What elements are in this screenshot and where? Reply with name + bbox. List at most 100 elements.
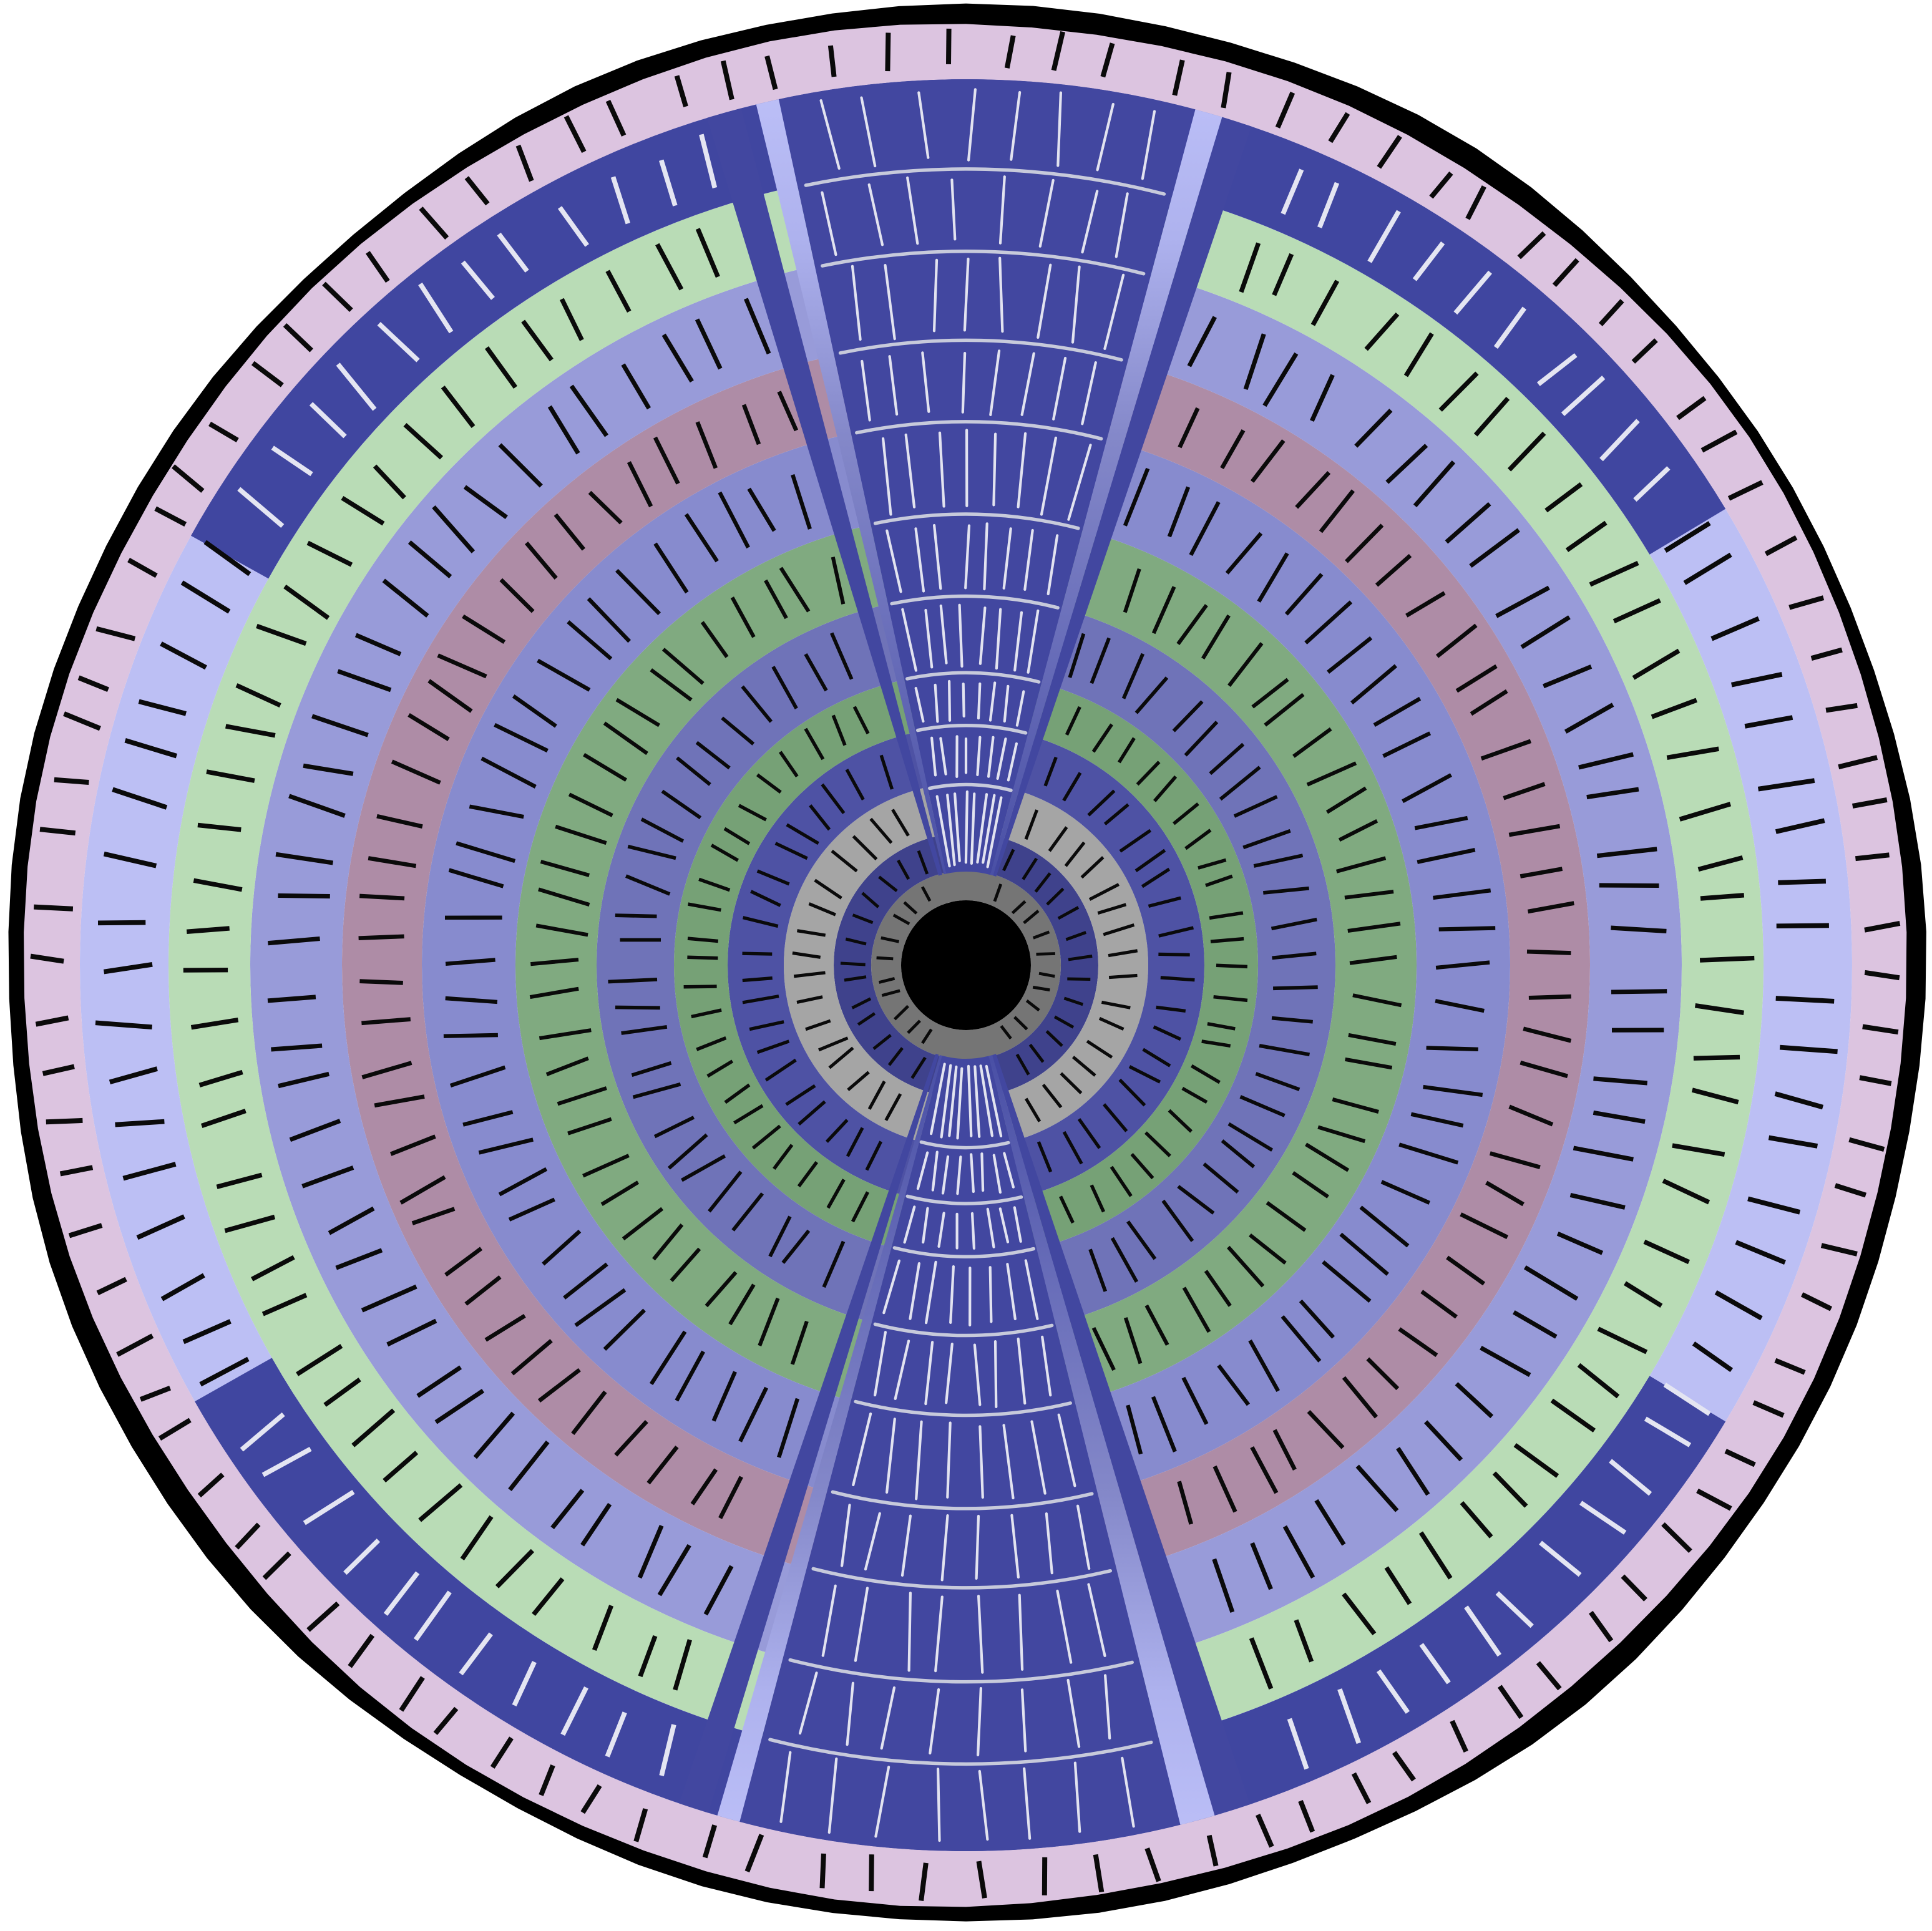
wedge-bottom-radial-line [915, 1420, 923, 1501]
ring-06-slate-blue-tick [768, 1215, 792, 1258]
ring-05-green-tick [1173, 802, 1199, 825]
ring-13-pink-tick [1855, 852, 1890, 862]
wedge-top-radial-line [1096, 102, 1115, 172]
wedge-top-radial-line [1015, 690, 1025, 727]
ring-07-green-tick [728, 1283, 756, 1326]
wedge-top-radial-line [1046, 534, 1059, 596]
ring-13-pink-tick [539, 1764, 555, 1796]
ring-10-light-periwinkle-tick [1593, 1076, 1647, 1086]
ring-11-light-green-tick [256, 623, 307, 646]
ring-07-green-tick [758, 1297, 780, 1347]
ring-02-navy-tick [1002, 849, 1015, 872]
ring-08-periwinkle-tick [1123, 467, 1150, 527]
wedge-bottom-radial-line [909, 1262, 921, 1320]
ring-04-blue-tick [756, 1039, 790, 1054]
wedge-bottom-radial-line [1087, 1583, 1106, 1657]
ring-04-blue-tick [1103, 1103, 1128, 1132]
ring-11-light-green-tick [1492, 1471, 1528, 1508]
ring-07-green-tick [1317, 1125, 1366, 1144]
wedge-top-radial-line [934, 683, 939, 723]
ring-03-light-gray-tick [1042, 1084, 1063, 1109]
ring-12-lavender-tick [109, 1066, 158, 1085]
ring-08-periwinkle-tick [1433, 888, 1491, 900]
ring-05-green-tick [1213, 995, 1248, 1003]
ring-11-light-green-tick [1577, 1363, 1620, 1399]
ring-03-light-gray-tick [1108, 949, 1138, 958]
ring-11-light-green-tick [441, 386, 476, 428]
wedge-top-radial-line [1115, 192, 1129, 258]
wedge-bottom-arc-divider [873, 1322, 1054, 1338]
ring-05-green-tick [688, 902, 721, 912]
ring-10-light-periwinkle-tick [1578, 752, 1634, 770]
ring-11-light-green-tick [1403, 332, 1434, 377]
ring-13-pink-tick [1661, 1522, 1692, 1554]
wedge-bottom-radial-line [779, 1751, 792, 1823]
ring-06-slate-blue-tick [625, 874, 671, 896]
ring-10-light-periwinkle-tick [1586, 787, 1639, 800]
ring-12-lavender-tick [418, 282, 454, 334]
ring-11-light-green-tick [460, 1515, 494, 1560]
ring-04-blue-tick [786, 823, 819, 845]
wedge-bottom-radial-line [970, 1153, 975, 1194]
wedge-bottom-radial-line [956, 1155, 962, 1195]
ring-10-light-periwinkle-tick [580, 1502, 612, 1547]
ring-13-pink-tick [605, 99, 627, 137]
ring-02-navy-tick [851, 997, 872, 1009]
ring-08-periwinkle-tick [747, 487, 776, 532]
ring-08-periwinkle-tick [469, 804, 524, 819]
ring-09-mauve-tick [1319, 489, 1355, 533]
wedge-top-radial-line [901, 608, 918, 672]
ring-12-lavender-tick [1495, 1591, 1534, 1628]
ring-12-lavender-tick [1609, 1459, 1652, 1496]
ring-08-periwinkle-tick [1299, 1299, 1335, 1339]
ring-12-lavender-tick [261, 1447, 312, 1477]
ring-03-light-gray-tick [1071, 1056, 1096, 1077]
ring-11-light-green-tick [351, 1408, 396, 1447]
ring-09-mauve-tick [464, 1275, 502, 1306]
ring-01-dark-gray [871, 870, 1061, 1060]
ring-13-pink-tick [63, 711, 101, 731]
wedge-bottom-radial-line [1024, 1259, 1039, 1320]
wedge-bottom-radial-line [1057, 1413, 1076, 1487]
ring-08-periwinkle-tick [718, 491, 750, 549]
ring-03-light-gray-tick [1024, 809, 1038, 840]
ring-07-green-tick [540, 860, 590, 877]
ring-05-green-tick [1207, 1022, 1236, 1031]
ring-03-light-gray-tick [852, 835, 878, 861]
ring-04-blue-tick [846, 1127, 864, 1157]
ring-05-green-tick [1059, 1195, 1075, 1224]
ring-13-pink-tick [976, 1860, 987, 1899]
ring-13-pink-tick [1465, 185, 1486, 220]
ring-13-pink-tick [348, 1633, 375, 1668]
ring-10-light-periwinkle-tick [1424, 1420, 1463, 1462]
ring-12-lavender-tick [271, 445, 313, 477]
ring-05-green-tick [1065, 706, 1081, 736]
ring-06-slate-blue-tick [1227, 1122, 1274, 1152]
ring-13-pink-tick [1848, 1137, 1885, 1152]
ring-09-mauve-tick [1480, 739, 1532, 761]
ring-05-green-tick [723, 827, 751, 845]
ring-13-pink [20, 19, 1912, 1911]
ring-13-pink-tick [1206, 1834, 1219, 1867]
ring-07-green-tick [661, 648, 705, 685]
ring-11-light-green-tick [1651, 698, 1697, 719]
ring-09-mauve-tick [1460, 1212, 1509, 1240]
ring-09-mauve-tick [361, 1017, 411, 1026]
ring-09-mauve-tick [537, 1368, 581, 1403]
ring-03-light-gray-tick [805, 1019, 831, 1031]
ring-08-periwinkle-tick [587, 597, 632, 643]
wedge-top-radial-line [982, 794, 996, 864]
ring-12-lavender-tick [115, 1119, 165, 1127]
ring-09-mauve-tick [571, 1390, 607, 1436]
ring-10-light-periwinkle-tick [328, 1206, 375, 1235]
ring-03-light-gray-tick [1108, 973, 1138, 980]
wedge-top-arc-divider [905, 671, 1041, 684]
ring-09-mauve-tick [1528, 994, 1571, 1000]
ring-02-navy-tick [857, 1012, 876, 1026]
ring-03-light-gray-tick [1101, 1000, 1131, 1009]
ring-09-mauve-tick [1375, 553, 1412, 587]
ring-10-light-periwinkle-tick [1520, 615, 1571, 649]
ring-11-light-green-tick [1364, 312, 1400, 351]
ring-02-navy-tick [844, 975, 867, 982]
ring-13-pink-tick [1764, 535, 1798, 557]
